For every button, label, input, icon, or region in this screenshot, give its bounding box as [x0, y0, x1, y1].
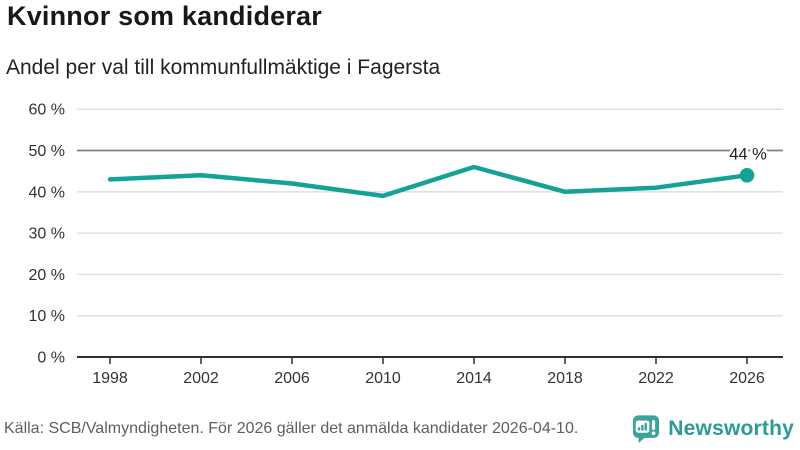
- x-tick-label: 2002: [183, 370, 219, 387]
- y-tick-label: 10 %: [29, 308, 65, 325]
- brand: Newsworthy: [632, 414, 794, 444]
- footer: Källa: SCB/Valmyndigheten. För 2026 gäll…: [0, 412, 800, 450]
- newsworthy-logo-icon: [633, 415, 660, 444]
- x-tick-label: 2026: [729, 370, 765, 387]
- x-tick-label: 2018: [547, 370, 583, 387]
- y-tick-label: 30 %: [29, 226, 65, 243]
- y-tick-label: 40 %: [29, 184, 65, 201]
- x-tick-label: 2010: [365, 370, 401, 387]
- x-tick-label: 2006: [274, 370, 310, 387]
- end-point-marker: [739, 167, 755, 183]
- chart-title: Kvinnor som kandiderar: [7, 1, 322, 31]
- y-tick-label: 0 %: [37, 350, 65, 367]
- chart-subtitle: Andel per val till kommunfullmäktige i F…: [6, 56, 441, 79]
- end-value-label: 44 %: [729, 145, 767, 163]
- y-tick-label: 60 %: [29, 102, 65, 119]
- brand-name: Newsworthy: [668, 417, 794, 440]
- x-tick-label: 2022: [638, 370, 674, 387]
- source-note: Källa: SCB/Valmyndigheten. För 2026 gäll…: [4, 420, 579, 437]
- data-line: [107, 164, 750, 199]
- x-tick-label: 2014: [456, 370, 492, 387]
- y-tick-label: 50 %: [29, 143, 65, 160]
- x-tick-label: 1998: [92, 370, 128, 387]
- y-tick-label: 20 %: [29, 267, 65, 284]
